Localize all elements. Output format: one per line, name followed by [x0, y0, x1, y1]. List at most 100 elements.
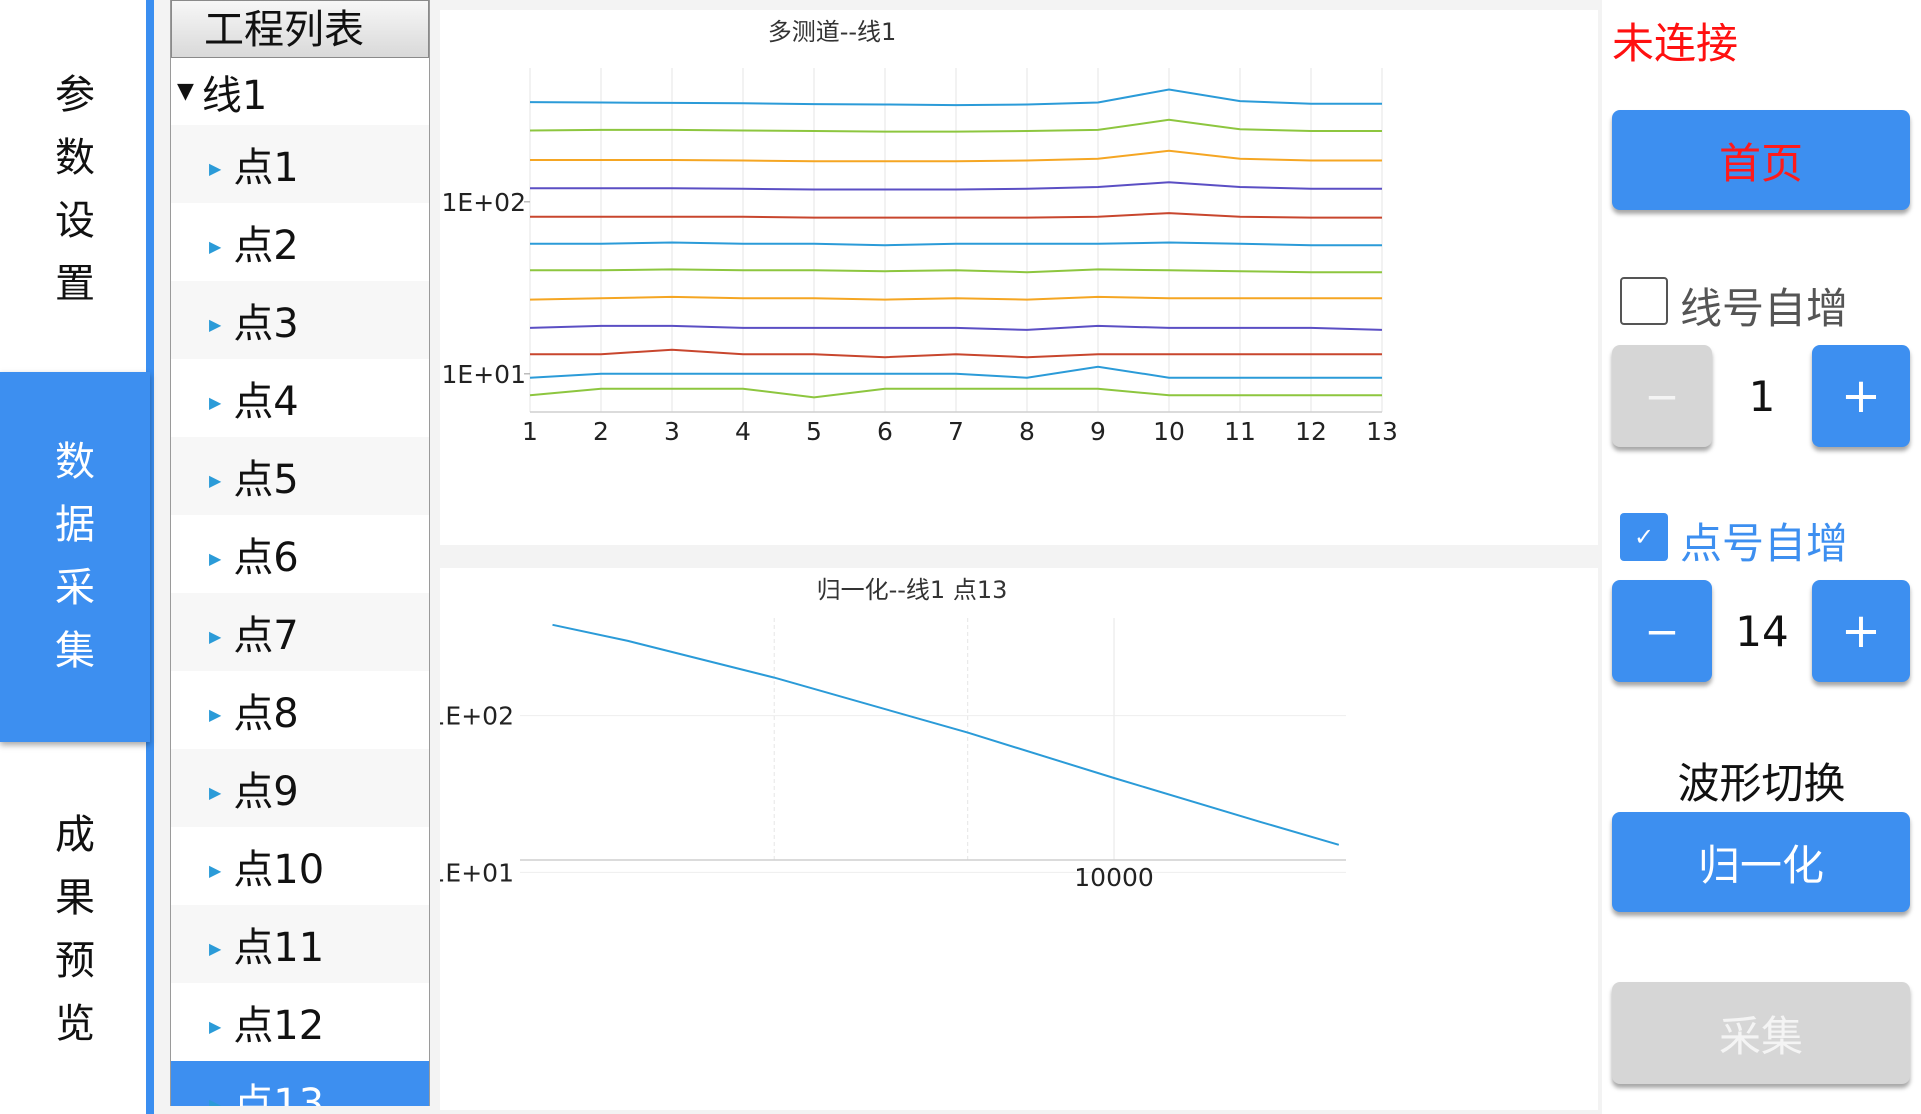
point-label: 点12	[233, 1003, 325, 1049]
x-tick-label: 4	[735, 417, 751, 446]
x-tick-label: 5	[806, 417, 822, 446]
nav-tab-char: 参	[55, 72, 95, 118]
x-tick-label: 11	[1224, 417, 1256, 446]
line-auto-increment-checkbox[interactable]	[1620, 277, 1668, 325]
project-list-panel: 工程列表 ▼ 线1 ▶ 点1 ▶ 点2 ▶ 点3 ▶ 点4 ▶ 点5 ▶ 点6 ▶ 点7 ▶ 点8 ▶ 点9 ▶ 点1…	[170, 0, 430, 1106]
series-line	[530, 348, 1382, 359]
nav-tab-char: 果	[55, 875, 95, 921]
x-tick-label: 2	[593, 417, 609, 446]
tree-point-item[interactable]: ▶ 点12	[171, 983, 429, 1061]
series-line	[530, 268, 1382, 274]
series-line	[530, 212, 1382, 219]
series-line	[529, 295, 1382, 301]
collapsed-triangle-icon: ▶	[209, 470, 222, 490]
series-line	[552, 623, 1340, 846]
nav-tab-char: 集	[55, 628, 95, 674]
nav-tab-char: 览	[55, 1001, 95, 1047]
point-label: 点11	[233, 925, 325, 971]
point-label: 点9	[233, 769, 299, 815]
chart-title: 多测道--线1	[768, 18, 897, 46]
tree-point-item[interactable]: ▶ 点4	[171, 359, 429, 437]
point-label: 点13	[233, 1081, 325, 1106]
line-number-value: 1	[1748, 372, 1776, 421]
series-line	[530, 149, 1382, 163]
chart-title: 归一化--线1 点13	[817, 576, 1008, 604]
collapsed-triangle-icon: ▶	[209, 626, 222, 646]
expanded-triangle-icon[interactable]: ▼	[177, 79, 194, 104]
collapsed-triangle-icon: ▶	[209, 314, 222, 334]
tree-point-item[interactable]: ▶ 点11	[171, 905, 429, 983]
nav-tab-char: 成	[55, 812, 95, 858]
collapsed-triangle-icon: ▶	[209, 704, 222, 724]
collapsed-triangle-icon: ▶	[209, 392, 222, 412]
x-tick-label: 10	[1153, 417, 1185, 446]
point-number-value: 14	[1735, 607, 1789, 656]
nav-tab-char: 数	[55, 135, 95, 181]
series-line	[529, 88, 1382, 107]
collapsed-triangle-icon: ▶	[209, 236, 222, 256]
nav-divider	[146, 0, 154, 1114]
x-tick-label: 9	[1090, 417, 1106, 446]
nav-tab-acquisition[interactable]: 数据采集	[0, 372, 150, 742]
tree-line-item[interactable]: ▼ 线1	[171, 58, 429, 125]
checkmark-icon: ✓	[1633, 523, 1655, 551]
tree-point-item[interactable]: ▶ 点7	[171, 593, 429, 671]
point-label: 点3	[233, 301, 299, 347]
tree-point-item[interactable]: ▶ 点2	[171, 203, 429, 281]
point-auto-increment-checkbox[interactable]: ✓	[1620, 513, 1668, 561]
tree-point-item[interactable]: ▶ 点1	[171, 125, 429, 203]
project-list-header: 工程列表	[171, 0, 429, 58]
collapsed-triangle-icon: ▶	[209, 782, 222, 802]
tree-point-item[interactable]: ▶ 点13	[171, 1061, 429, 1106]
x-tick-label: 3	[664, 417, 680, 446]
nav-tab-char: 数	[55, 439, 95, 485]
line-decrement-button[interactable]: −	[1612, 345, 1712, 447]
point-increment-button[interactable]: +	[1812, 580, 1910, 682]
collapsed-triangle-icon: ▶	[209, 158, 222, 178]
series-line	[530, 181, 1382, 191]
tree-point-item[interactable]: ▶ 点10	[171, 827, 429, 905]
collapsed-triangle-icon: ▶	[209, 1016, 222, 1036]
nav-tab-params[interactable]: 参数设置	[0, 60, 150, 320]
multichannel-chart: 多测道--线1 1E+02 1E+01 1 2 3 4 5 6 7 8 9 10 11 12 13	[440, 10, 1598, 545]
nav-tab-char: 置	[55, 261, 95, 307]
x-tick-label: 10000	[1074, 863, 1154, 892]
nav-tab-char: 据	[55, 502, 95, 548]
nav-tab-char: 预	[55, 938, 95, 984]
home-button[interactable]: 首页	[1612, 110, 1910, 210]
nav-tab-results[interactable]: 成果预览	[0, 780, 150, 1080]
normalized-chart-svg: 归一化--线1 点13 1E+02 1E+01 10000	[440, 576, 1346, 892]
y-tick-label: 1E+01	[440, 858, 514, 887]
point-label: 点8	[233, 691, 299, 737]
x-tick-label: 6	[877, 417, 893, 446]
x-tick-label: 12	[1295, 417, 1327, 446]
tree-point-item[interactable]: ▶ 点9	[171, 749, 429, 827]
series-line	[530, 241, 1382, 247]
point-label: 点6	[233, 535, 299, 581]
nav-tab-char: 设	[55, 198, 95, 244]
series-line	[529, 365, 1382, 379]
line-label: 线1	[201, 72, 268, 119]
point-label: 点7	[233, 613, 299, 659]
point-label: 点5	[233, 457, 299, 503]
line-auto-increment-label: 线号自增	[1680, 284, 1849, 333]
tree-point-item[interactable]: ▶ 点5	[171, 437, 429, 515]
series-line	[529, 118, 1382, 133]
series-line	[529, 387, 1382, 399]
y-tick-label: 1E+02	[442, 188, 526, 217]
tree-point-item[interactable]: ▶ 点8	[171, 671, 429, 749]
acquire-button[interactable]: 采集	[1612, 982, 1910, 1084]
tree-point-item[interactable]: ▶ 点3	[171, 281, 429, 359]
y-tick-label: 1E+02	[440, 702, 514, 731]
normalized-chart: 归一化--线1 点13 1E+02 1E+01 10000	[440, 568, 1598, 1110]
collapsed-triangle-icon: ▶	[209, 938, 222, 958]
point-decrement-button[interactable]: −	[1612, 580, 1712, 682]
line-increment-button[interactable]: +	[1812, 345, 1910, 447]
tree-point-item[interactable]: ▶ 点6	[171, 515, 429, 593]
connection-status: 未连接	[1612, 19, 1739, 68]
point-label: 点1	[233, 145, 299, 191]
point-label: 点10	[233, 847, 325, 893]
wave-mode-button[interactable]: 归一化	[1612, 812, 1910, 912]
collapsed-triangle-icon: ▶	[209, 1094, 222, 1107]
